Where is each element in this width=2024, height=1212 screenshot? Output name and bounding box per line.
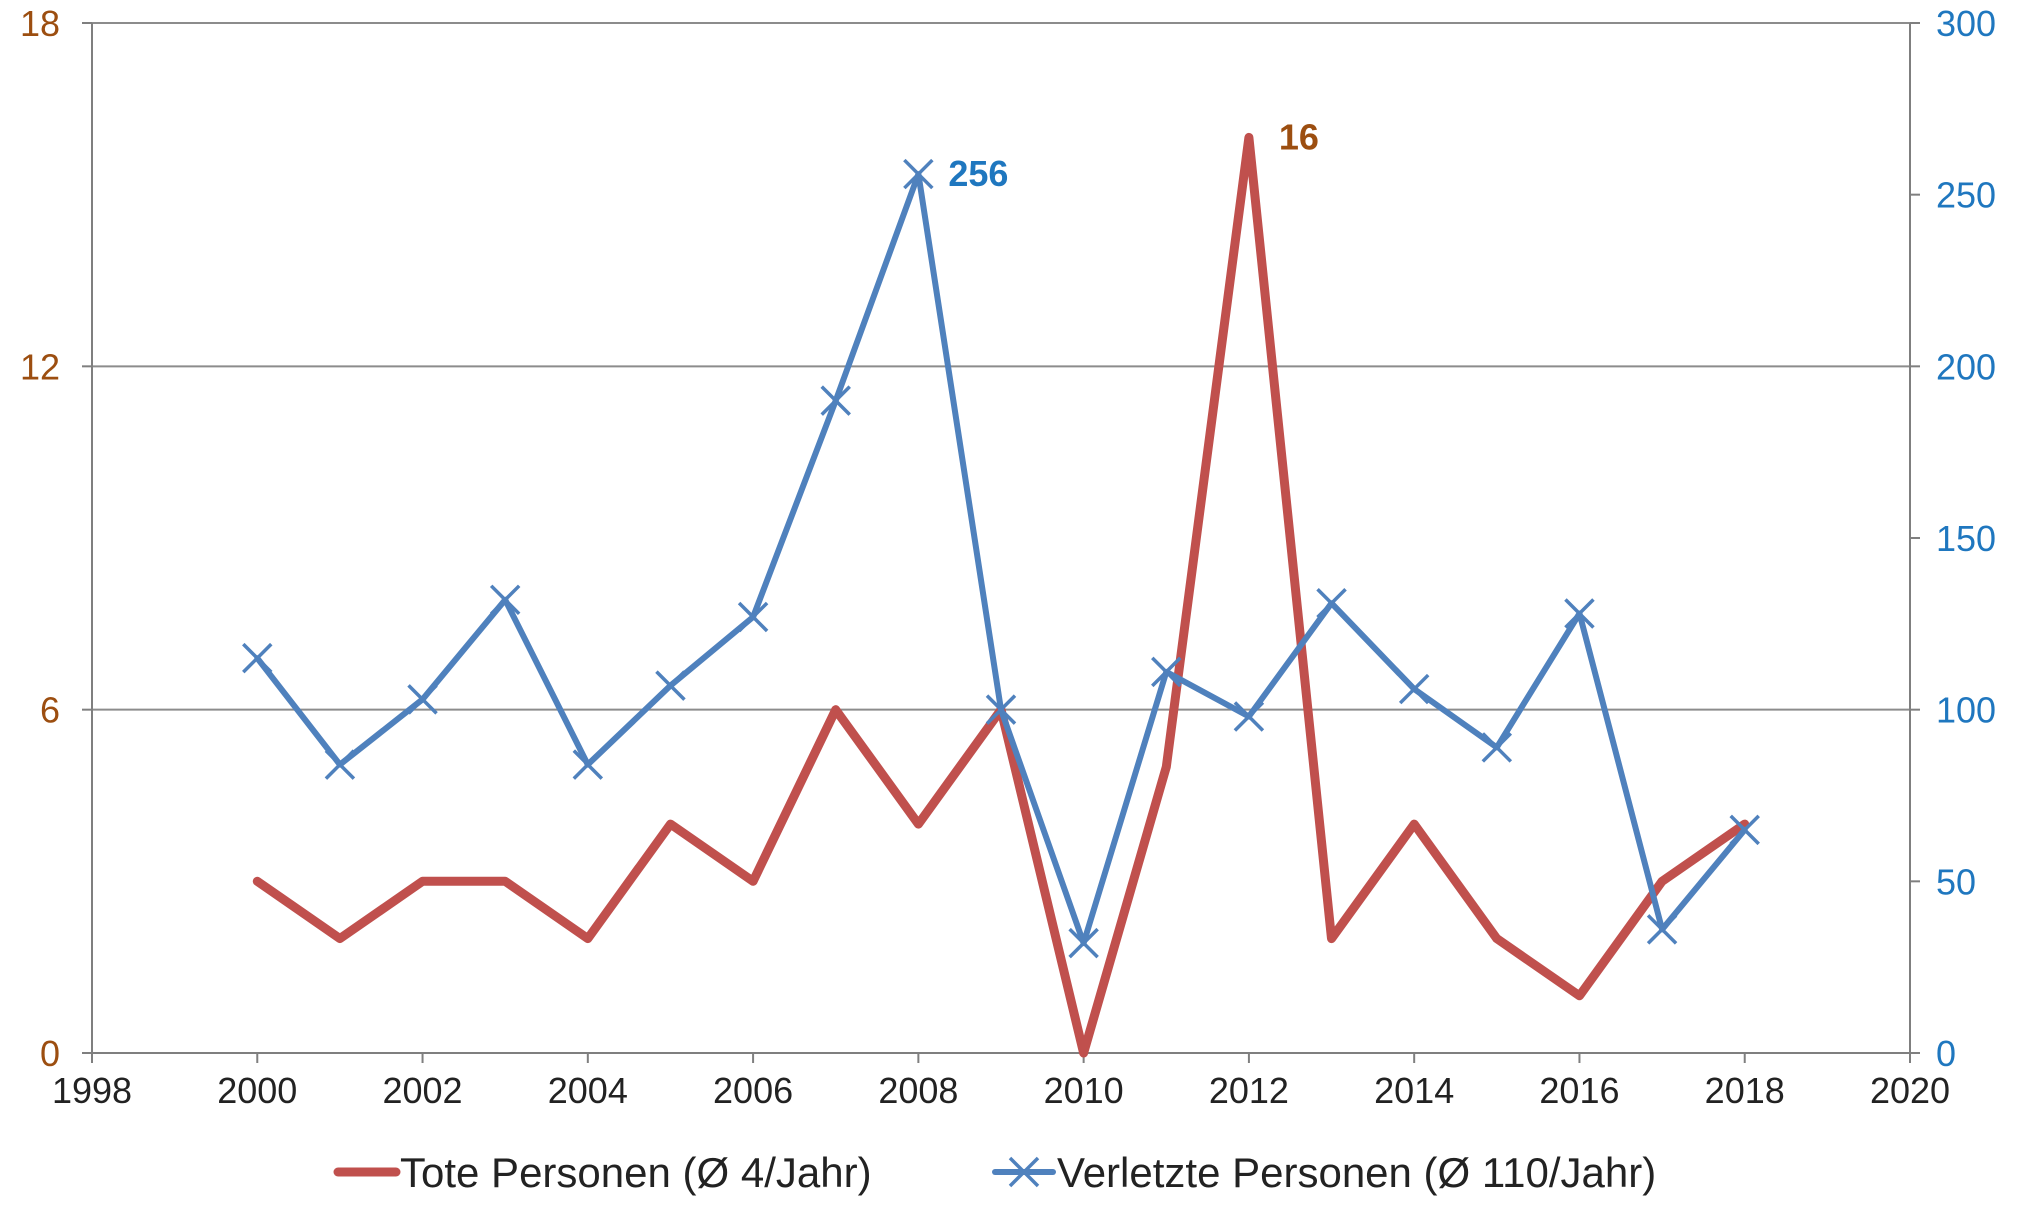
left-y-tick-label: 12	[20, 346, 60, 387]
data-point-marker	[1233, 701, 1265, 732]
data-point-marker	[489, 584, 521, 616]
x-tick-label: 2002	[382, 1070, 462, 1111]
data-point-marker	[737, 601, 769, 633]
x-tick-label: 2000	[217, 1070, 297, 1111]
right-y-tick-label: 300	[1936, 3, 1996, 44]
data-point-marker	[1481, 732, 1513, 763]
x-tick-label: 2014	[1374, 1070, 1454, 1111]
legend-label: Verletzte Personen (Ø 110/Jahr)	[1057, 1149, 1656, 1196]
left-y-tick-label: 18	[20, 3, 60, 44]
data-point-marker	[1398, 673, 1430, 705]
data-point-marker	[903, 158, 934, 190]
legend: Tote Personen (Ø 4/Jahr) Verletzte Person…	[333, 1149, 1656, 1196]
data-point-marker	[1151, 656, 1182, 688]
x-tick-label: 2010	[1044, 1070, 1124, 1111]
right-y-tick-label: 200	[1936, 346, 1996, 387]
series-lines	[242, 132, 1760, 1058]
series-line-2	[254, 171, 1748, 947]
data-point-marker	[572, 749, 604, 780]
data-point-marker	[1068, 927, 1099, 959]
x-tick-label: 2008	[878, 1070, 958, 1111]
data-point-marker	[407, 684, 438, 715]
x-tick-label: 2006	[713, 1070, 793, 1111]
right-y-tick-label: 250	[1936, 175, 1996, 216]
x-axis-tick-labels: 1998 2000 2002 2004 2006 2008 2010 2012 2014 2016…	[52, 1070, 1950, 1111]
right-y-tick-label: 50	[1936, 861, 1976, 902]
left-y-tick-label: 0	[40, 1033, 60, 1074]
x-tick-label: 2004	[548, 1070, 628, 1111]
legend-label: Tote Personen (Ø 4/Jahr)	[400, 1149, 872, 1196]
data-point-marker	[820, 385, 851, 416]
data-point-marker	[1316, 587, 1347, 619]
annotations: 256 16	[948, 116, 1319, 194]
data-point-marker	[1564, 598, 1595, 629]
right-y-axis-tick-labels: 0 50 100 150 200 250 300	[1936, 3, 1996, 1074]
data-point-marker	[242, 642, 273, 674]
data-point-marker	[655, 670, 686, 701]
left-y-axis-tick-labels: 0 6 12 18	[20, 3, 60, 1074]
x-tick-label: 2020	[1870, 1070, 1950, 1111]
left-y-tick-label: 6	[40, 690, 60, 731]
data-label: 16	[1279, 116, 1319, 157]
right-y-tick-label: 150	[1936, 518, 1996, 559]
data-label: 256	[948, 153, 1008, 194]
data-point-marker	[324, 749, 356, 780]
legend-marker	[1008, 1156, 1040, 1188]
series-line-1	[252, 132, 1750, 1058]
right-y-tick-label: 0	[1936, 1033, 1956, 1074]
data-point-marker	[985, 694, 1017, 725]
data-point-marker	[1729, 814, 1760, 846]
gridlines	[92, 22, 1910, 711]
right-y-tick-label: 100	[1936, 690, 1996, 731]
x-tick-label: 2016	[1539, 1070, 1619, 1111]
x-tick-label: 2012	[1209, 1070, 1289, 1111]
x-tick-label: 1998	[52, 1070, 132, 1111]
x-tick-label: 2018	[1705, 1070, 1785, 1111]
axes	[82, 22, 1920, 1063]
data-point-marker	[1646, 914, 1678, 945]
